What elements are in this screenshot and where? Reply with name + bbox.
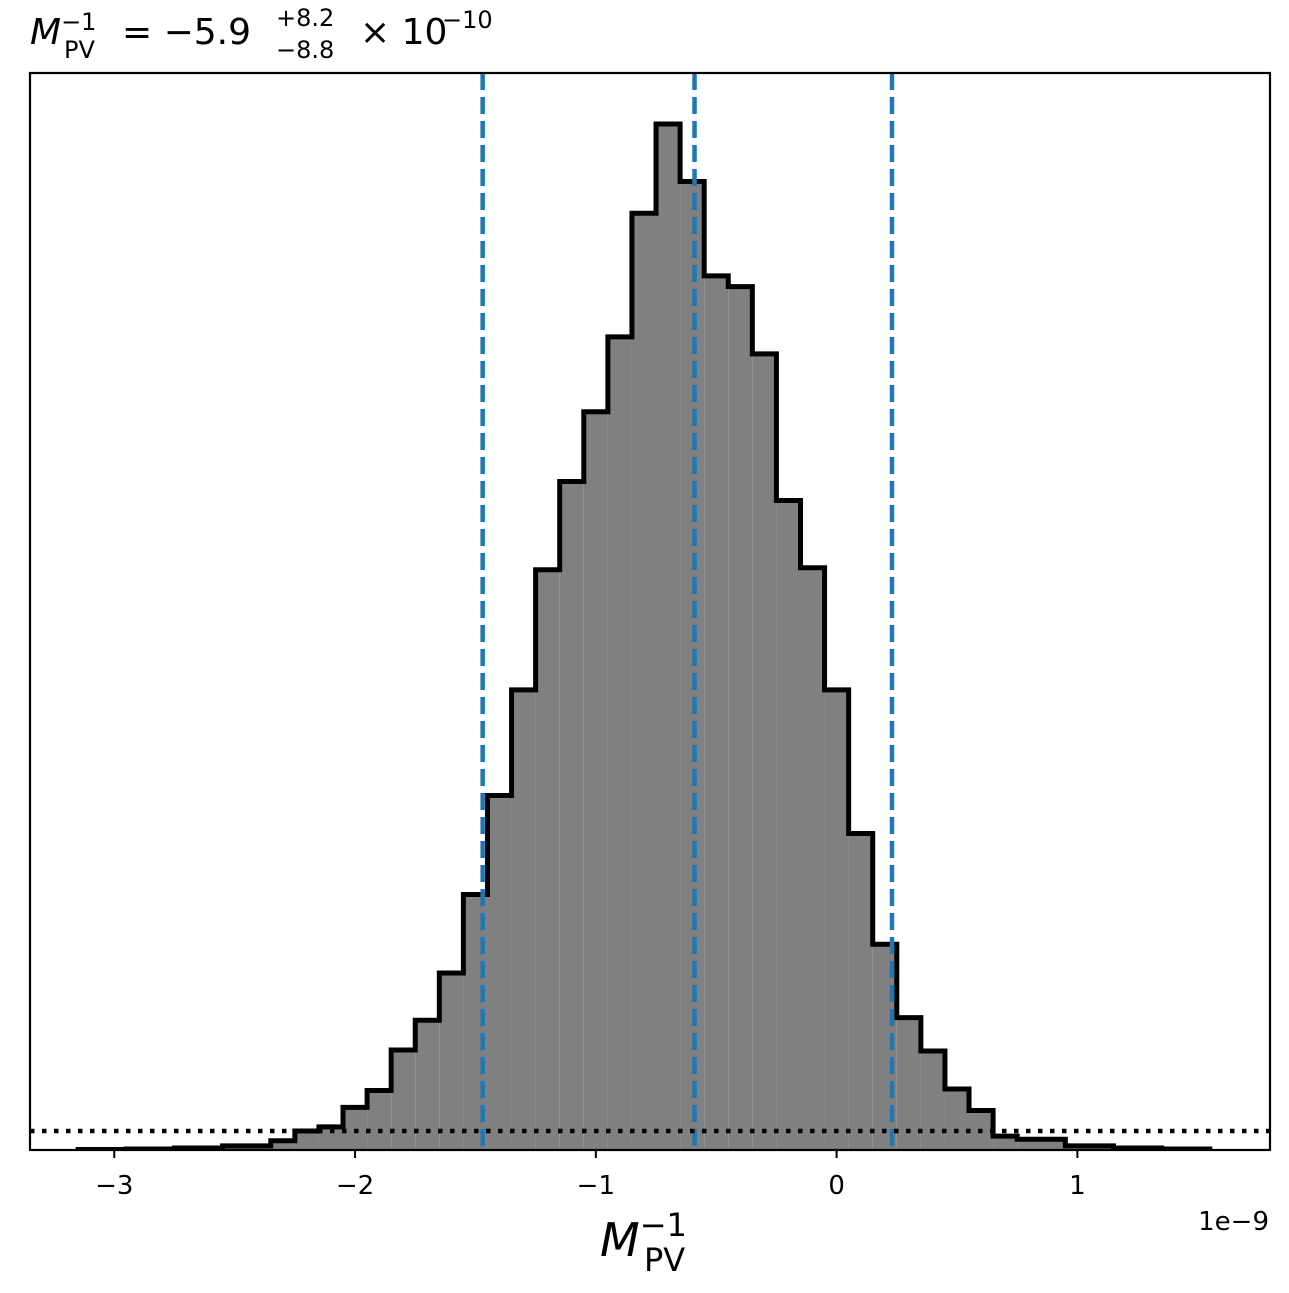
- histogram-bar-24: [752, 353, 777, 1150]
- xlabel-subscript: PV: [644, 1241, 685, 1279]
- axis-offset-text: 1e−9: [1198, 1207, 1269, 1237]
- title-error-plus: +8.2: [276, 4, 334, 32]
- title-exponent: −10: [442, 6, 493, 34]
- x-tick-label-4: 1: [1069, 1171, 1086, 1201]
- title-times: × 10: [360, 12, 447, 53]
- histogram-bar-32: [944, 1088, 970, 1150]
- histogram-bar-10: [415, 1020, 440, 1150]
- title-value: = −5.9: [122, 12, 251, 53]
- histogram-bar-20: [656, 124, 681, 1150]
- title-error-minus: −8.8: [276, 36, 334, 64]
- xlabel-superscript: −1: [640, 1206, 687, 1244]
- histogram-bar-19: [631, 213, 657, 1150]
- histogram-bar-17: [583, 411, 608, 1150]
- title-symbol: M: [30, 12, 61, 53]
- x-tick-label-2: −1: [577, 1171, 615, 1201]
- histogram-bar-5: [294, 1131, 319, 1150]
- svg-text:M−1: M−1: [600, 1206, 687, 1267]
- plot-area: [28, 71, 1272, 1152]
- x-axis-ticks: −3 −2 −1 0 1: [95, 1150, 1086, 1201]
- chart-title: M−1 PV = −5.9 +8.2 −8.8 × 10 −10: [30, 4, 493, 64]
- xlabel-symbol: M: [600, 1213, 640, 1267]
- histogram-bar-11: [439, 973, 464, 1150]
- title-superscript: −1: [61, 8, 96, 36]
- plot-frame: [28, 71, 1272, 1152]
- histogram-bar-23: [728, 286, 753, 1150]
- histogram-bar-35: [1017, 1139, 1066, 1150]
- histogram-bar-21: [680, 181, 705, 1150]
- histogram-bar-31: [920, 1050, 945, 1150]
- histogram-bar-4: [270, 1140, 295, 1150]
- histogram-bar-13: [487, 795, 512, 1150]
- x-tick-label-0: −3: [95, 1171, 133, 1201]
- histogram-bar-7: [343, 1107, 368, 1150]
- x-tick-label-3: 0: [828, 1171, 845, 1201]
- title-subscript: PV: [64, 36, 95, 64]
- histogram-outline: [75, 121, 1213, 1150]
- histogram-bar-18: [607, 336, 632, 1150]
- svg-text:M−1: M−1: [30, 8, 96, 53]
- histogram-bar-27: [824, 689, 849, 1150]
- histogram-bar-22: [704, 275, 729, 1150]
- histogram-bar-26: [800, 567, 825, 1150]
- histogram-bar-6: [318, 1126, 344, 1150]
- histogram-bar-8: [367, 1090, 392, 1150]
- histogram-bar-34: [993, 1136, 1018, 1150]
- histogram-bar-30: [896, 1017, 921, 1150]
- x-axis-label: M−1 PV: [600, 1206, 687, 1279]
- histogram-bar-9: [391, 1049, 416, 1150]
- histogram-bar-14: [511, 689, 536, 1150]
- histogram-bar-28: [848, 833, 873, 1150]
- x-tick-label-1: −2: [336, 1171, 374, 1201]
- histogram-bar-25: [776, 500, 801, 1150]
- histogram-bar-15: [535, 569, 560, 1150]
- histogram-bar-16: [559, 481, 584, 1150]
